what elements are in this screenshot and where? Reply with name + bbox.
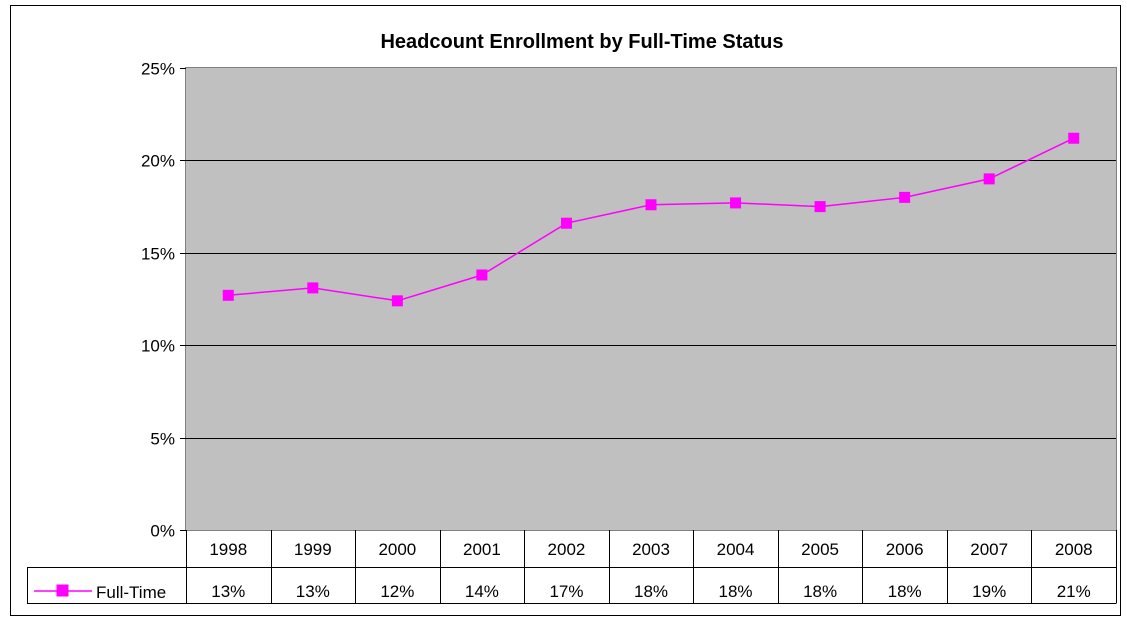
x-category-label: 2008 <box>1055 540 1093 559</box>
y-tick-label: 25% <box>141 60 175 79</box>
data-table-value: 17% <box>549 582 583 601</box>
data-table-value: 19% <box>972 582 1006 601</box>
data-point-marker <box>899 191 911 203</box>
y-tick-label: 5% <box>150 430 175 449</box>
data-point-marker <box>307 282 319 294</box>
y-axis-ticks: 0% 5% 10% 15% 20% 25% <box>141 60 186 541</box>
data-point-marker <box>476 269 488 281</box>
x-category-label: 2006 <box>886 540 924 559</box>
data-table-value: 13% <box>211 582 245 601</box>
data-table-value: 13% <box>296 582 330 601</box>
x-category-label: 2004 <box>717 540 755 559</box>
data-table-value: 18% <box>634 582 668 601</box>
data-table-value: 18% <box>803 582 837 601</box>
data-point-marker <box>391 295 403 307</box>
y-tick-label: 20% <box>141 152 175 171</box>
y-tick-label: 15% <box>141 245 175 264</box>
y-tick-label: 10% <box>141 337 175 356</box>
x-category-label: 1998 <box>209 540 247 559</box>
data-table-value: 18% <box>888 582 922 601</box>
legend-series-name: Full-Time <box>96 583 166 602</box>
chart-title: Headcount Enrollment by Full-Time Status <box>380 31 783 53</box>
x-category-label: 2002 <box>548 540 586 559</box>
data-point-marker <box>814 201 826 213</box>
data-table-value: 21% <box>1057 582 1091 601</box>
data-point-marker <box>1068 132 1080 144</box>
plot-area <box>185 67 1117 531</box>
data-point-marker <box>222 289 234 301</box>
data-table-value: 18% <box>719 582 753 601</box>
x-category-label: 2007 <box>970 540 1008 559</box>
x-category-label: 1999 <box>294 540 332 559</box>
x-category-label: 2001 <box>463 540 501 559</box>
data-table: 1998 1999 2000 2001 2002 2003 2004 2005 2006 2007… <box>27 530 1117 604</box>
gridlines <box>186 160 1116 439</box>
x-category-label: 2003 <box>632 540 670 559</box>
legend-marker <box>56 584 69 597</box>
data-table-value: 14% <box>465 582 499 601</box>
data-point-marker <box>983 173 995 185</box>
data-point-marker <box>560 217 572 229</box>
data-table-value: 12% <box>380 582 414 601</box>
data-point-marker <box>730 197 742 209</box>
x-category-label: 2000 <box>378 540 416 559</box>
x-category-label: 2005 <box>801 540 839 559</box>
y-tick-label: 0% <box>150 522 175 541</box>
data-point-marker <box>645 199 657 211</box>
series-layer <box>222 132 1080 307</box>
